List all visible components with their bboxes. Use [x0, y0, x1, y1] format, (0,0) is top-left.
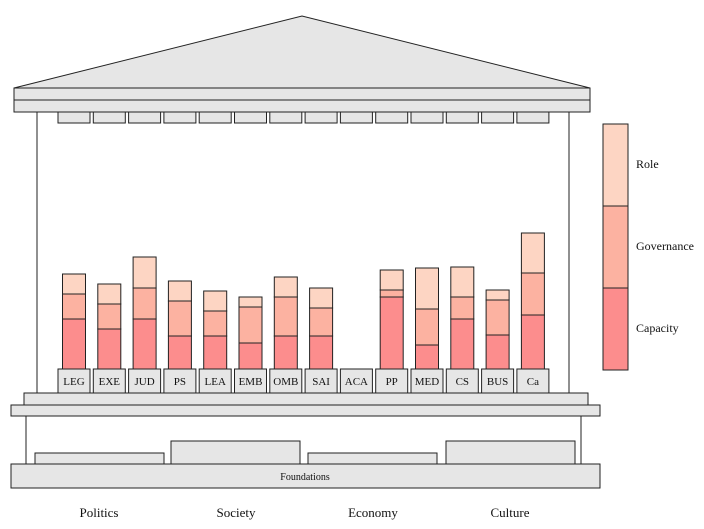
- bar-exe-role: [97, 283, 122, 305]
- bar-pp-capacity: [379, 296, 404, 370]
- bar-bus-governance: [485, 299, 510, 336]
- pillar-capital-med: [410, 111, 444, 124]
- pillar-label-med: MED: [415, 376, 440, 388]
- foundation-label-economy: Economy: [348, 505, 398, 520]
- bar-ca-governance: [520, 272, 545, 316]
- bar-sai-capacity: [309, 335, 334, 370]
- pillar-label-aca: ACA: [345, 376, 368, 388]
- bar-exe-governance: [97, 303, 122, 330]
- floor-lower: [10, 404, 601, 417]
- bar-lea-role: [203, 290, 228, 312]
- pillar-base-exe: [92, 368, 126, 394]
- foundation-block-culture: [445, 440, 576, 465]
- bar-lea-governance: [203, 310, 228, 337]
- pillar-label-bus: BUS: [487, 376, 508, 388]
- foundations-label: Foundations: [280, 472, 330, 483]
- pillar-label-emb: EMB: [239, 376, 263, 388]
- roof-beam-top: [13, 87, 591, 101]
- pillar-capital-bus: [481, 111, 515, 124]
- pillar-label-omb: OMB: [273, 376, 298, 388]
- bar-jud-role: [132, 256, 157, 289]
- pillar-capital-pp: [375, 111, 409, 124]
- bar-exe-capacity: [97, 328, 122, 370]
- roof-beam-bottom: [13, 99, 591, 113]
- bar-lea-capacity: [203, 335, 228, 370]
- legend-label-role: Role: [636, 157, 659, 171]
- pillar-capital-lea: [198, 111, 232, 124]
- bar-jud-capacity: [132, 318, 157, 370]
- legend-swatch-role: [602, 123, 629, 207]
- pillar-capital-sai: [304, 111, 338, 124]
- roof-pediment: [13, 15, 591, 89]
- bar-cs-role: [450, 266, 475, 298]
- bar-sai-role: [309, 287, 334, 309]
- bar-bus-capacity: [485, 334, 510, 370]
- bar-med-role: [415, 267, 439, 310]
- bar-ca-capacity: [520, 314, 545, 370]
- pillar-base-leg: [57, 368, 91, 394]
- pillar-capital-cs: [445, 111, 479, 124]
- pillar-base-emb: [234, 368, 267, 394]
- pillar-base-jud: [128, 368, 162, 394]
- pillar-label-pp: PP: [386, 376, 398, 388]
- foundation-block-economy: [307, 452, 438, 465]
- pillar-base-ps: [163, 368, 197, 394]
- pillar-capital-ps: [163, 111, 197, 124]
- bar-med-governance: [415, 308, 439, 346]
- floor-upper: [23, 392, 589, 406]
- pillar-base-omb: [269, 368, 303, 394]
- bar-ps-role: [167, 280, 192, 302]
- pillar-capital-jud: [128, 111, 162, 124]
- bar-jud-governance: [132, 287, 157, 320]
- pillar-label-sai: SAI: [312, 376, 330, 388]
- bar-cs-capacity: [450, 318, 475, 370]
- pillar-capital-exe: [92, 111, 126, 124]
- pillar-capital-ca: [516, 111, 550, 124]
- pillar-label-cs: CS: [456, 376, 469, 388]
- bar-emb-governance: [238, 306, 263, 344]
- legend-swatch-governance: [602, 205, 629, 289]
- pillar-capital-omb: [269, 111, 303, 124]
- foundation-label-society: Society: [217, 505, 256, 520]
- foundation-label-politics: Politics: [79, 505, 118, 520]
- bar-leg-capacity: [62, 318, 86, 370]
- bar-ps-capacity: [167, 335, 192, 370]
- pillar-capital-leg: [57, 111, 91, 124]
- pillar-label-exe: EXE: [99, 376, 121, 388]
- pillar-base-ca: [516, 368, 550, 394]
- bar-pp-governance: [379, 289, 404, 298]
- bar-leg-role: [62, 273, 86, 295]
- pillar-label-ps: PS: [174, 376, 186, 388]
- legend-label-capacity: Capacity: [636, 321, 679, 335]
- pillar-label-ca: Ca: [527, 376, 539, 388]
- pillar-capital-aca: [339, 111, 373, 124]
- foundation-block-politics: [34, 452, 165, 465]
- foundation-label-culture: Culture: [491, 505, 530, 520]
- bar-omb-capacity: [273, 335, 298, 370]
- bar-pp-role: [379, 269, 404, 291]
- bar-emb-capacity: [238, 342, 263, 370]
- legend-swatch-capacity: [602, 287, 629, 371]
- foundation-block-society: [170, 440, 301, 465]
- pillar-label-lea: LEA: [205, 376, 226, 388]
- bar-omb-role: [273, 276, 298, 298]
- pillar-label-leg: LEG: [63, 376, 84, 388]
- bar-ca-role: [520, 232, 545, 274]
- bar-emb-role: [238, 296, 263, 308]
- bar-sai-governance: [309, 307, 334, 337]
- bar-ps-governance: [167, 300, 192, 337]
- pillar-base-lea: [198, 368, 232, 394]
- bar-omb-governance: [273, 296, 298, 337]
- pillar-capital-emb: [234, 111, 267, 124]
- bar-cs-governance: [450, 296, 475, 320]
- bar-bus-role: [485, 289, 510, 301]
- foundations-base: [10, 463, 601, 489]
- pillar-label-jud: JUD: [135, 376, 155, 388]
- bar-leg-governance: [62, 293, 86, 320]
- bar-med-capacity: [415, 344, 439, 370]
- legend-label-governance: Governance: [636, 239, 694, 253]
- legend: Role Governance Capacity: [602, 123, 694, 371]
